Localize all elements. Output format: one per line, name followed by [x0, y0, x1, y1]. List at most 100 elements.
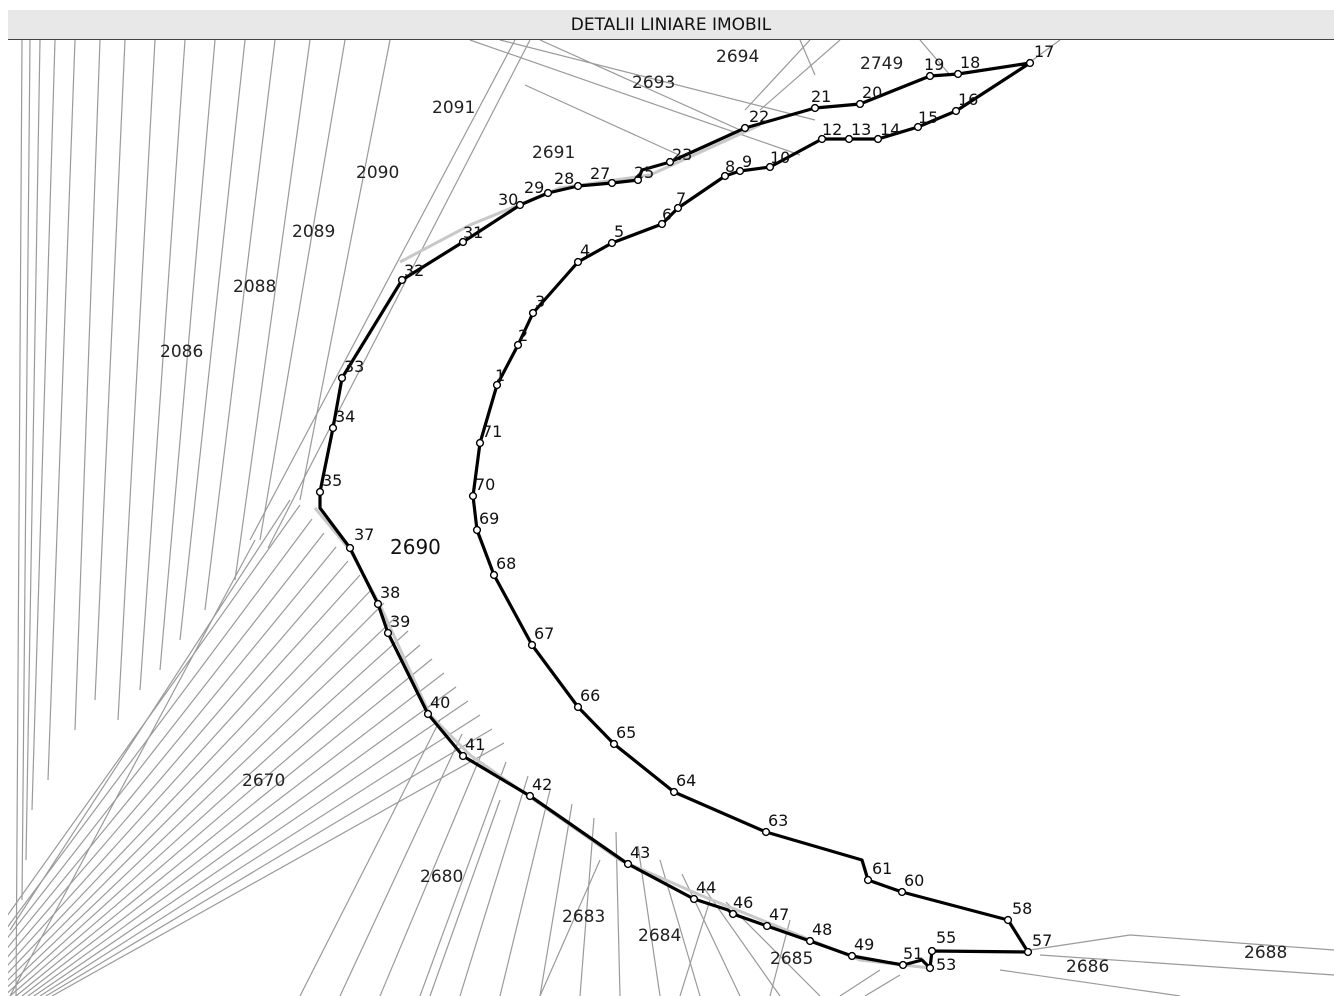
vertex-label: 18: [960, 53, 980, 72]
vertex-point: [735, 166, 745, 176]
vertex-label: 14: [880, 120, 900, 139]
vertex-label: 58: [1012, 899, 1032, 918]
vertex-label: 43: [630, 843, 650, 862]
vertex-point: [609, 739, 619, 749]
vertex-label: 10: [770, 148, 790, 167]
vertex-point: [689, 894, 699, 904]
vertex-label: 34: [335, 407, 355, 426]
vertex-label: 68: [496, 554, 516, 573]
vertex-point: [1003, 915, 1013, 925]
vertex-label: 41: [465, 735, 485, 754]
vertex-point: [665, 157, 675, 167]
vertex-point: [728, 909, 738, 919]
parcel-number-label: 2088: [233, 277, 276, 297]
vertex-points: [315, 58, 1035, 973]
property-boundary: [318, 61, 1032, 970]
parcel-number-label: 2686: [1066, 957, 1109, 977]
vertex-label: 33: [344, 357, 364, 376]
vertex-point: [525, 791, 535, 801]
vertex-label: 27: [590, 164, 610, 183]
vertex-label: 53: [936, 955, 956, 974]
vertex-point: [805, 936, 815, 946]
vertex-point: [607, 178, 617, 188]
vertex-point: [543, 188, 553, 198]
vertex-point: [765, 162, 775, 172]
window-title: DETALII LINIARE IMOBIL: [8, 10, 1334, 40]
vertex-point: [817, 134, 827, 144]
vertex-point: [458, 237, 468, 247]
vertex-point: [1023, 947, 1033, 957]
parcel-number-label: 2688: [1244, 943, 1287, 963]
vertex-point: [573, 702, 583, 712]
vertex-label: 70: [475, 475, 495, 494]
vertex-point: [397, 275, 407, 285]
vertex-label: 64: [676, 771, 696, 790]
vertex-label: 67: [534, 624, 554, 643]
parcel-number-label: 2685: [770, 949, 813, 969]
vertex-point: [458, 751, 468, 761]
vertex-label: 57: [1032, 931, 1052, 950]
parcel-labels: 2694269327492091269120902089208820862670…: [160, 47, 1287, 977]
vertex-label: 40: [430, 693, 450, 712]
vertex-label: 5: [614, 222, 624, 241]
vertex-point: [669, 787, 679, 797]
vertex-point: [657, 219, 667, 229]
vertex-point: [472, 525, 482, 535]
vertex-label: 4: [580, 241, 590, 260]
vertex-point: [475, 438, 485, 448]
map-canvas[interactable]: 1 2 3 4 5 6 7 8 9 10 12 13 14 15 16 17 18 19 20 21 22 23 25 27 2…: [8, 40, 1334, 996]
vertex-point: [515, 200, 525, 210]
vertex-label: 44: [696, 878, 716, 897]
vertex-label: 35: [322, 471, 342, 490]
vertex-label: 55: [936, 928, 956, 947]
vertex-point: [633, 175, 643, 185]
vertex-point: [328, 423, 338, 433]
vertex-label: 9: [742, 152, 752, 171]
vertex-point: [953, 69, 963, 79]
vertex-label: 13: [851, 120, 871, 139]
vertex-point: [468, 491, 478, 501]
vertex-label: 6: [662, 205, 672, 224]
vertex-point: [810, 103, 820, 113]
vertex-point: [345, 543, 355, 553]
vertex-point: [844, 134, 854, 144]
vertex-label: 66: [580, 686, 600, 705]
vertex-label: 15: [918, 108, 938, 127]
vertex-label: 20: [862, 83, 882, 102]
vertex-label: 7: [676, 189, 686, 208]
vertex-label: 22: [749, 107, 769, 126]
vertex-point: [913, 122, 923, 132]
vertex-point: [315, 487, 325, 497]
vertex-label: 37: [354, 525, 374, 544]
vertex-point: [527, 640, 537, 650]
vertex-point: [337, 373, 347, 383]
vertex-label: 60: [904, 871, 924, 890]
parcel-boundary-lines: [8, 40, 1334, 996]
parcel-number-label: 2691: [532, 143, 575, 163]
vertex-label: 17: [1034, 42, 1054, 61]
vertex-point: [573, 181, 583, 191]
vertex-point: [573, 257, 583, 267]
vertex-point: [528, 308, 538, 318]
vertex-label: 42: [532, 775, 552, 794]
vertex-point: [492, 380, 502, 390]
vertex-point: [925, 71, 935, 81]
vertex-label: 69: [479, 509, 499, 528]
vertex-point: [673, 203, 683, 213]
vertex-point: [762, 921, 772, 931]
vertex-label: 71: [482, 422, 502, 441]
vertex-point: [489, 570, 499, 580]
vertex-label: 48: [812, 920, 832, 939]
vertex-point: [847, 951, 857, 961]
parcel-number-label: 2749: [860, 54, 903, 74]
vertex-label: 31: [463, 223, 483, 242]
parcel-number-label: 2683: [562, 907, 605, 927]
vertex-label: 19: [924, 55, 944, 74]
vertex-point: [423, 709, 433, 719]
vertex-point: [720, 171, 730, 181]
vertex-label: 23: [672, 145, 692, 164]
vertex-label: 49: [854, 935, 874, 954]
parcel-number-label: 2670: [242, 771, 285, 791]
